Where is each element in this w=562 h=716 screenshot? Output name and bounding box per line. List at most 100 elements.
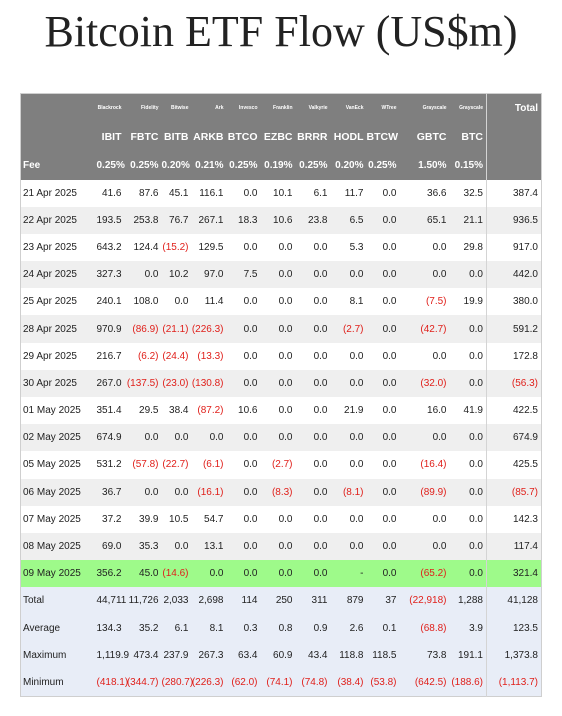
flow-cell: 0.0 xyxy=(366,315,400,343)
summary-cell: (642.5) xyxy=(399,668,450,697)
flow-cell: 0.0 xyxy=(449,369,487,397)
flow-cell: 129.5 xyxy=(191,233,227,262)
row-date: 24 Apr 2025 xyxy=(20,261,97,289)
flow-cell: 0.0 xyxy=(366,261,400,289)
fee-value: 0.15% xyxy=(454,160,483,171)
flow-cell: (57.8) xyxy=(124,451,162,479)
summary-label: Minimum xyxy=(20,668,97,697)
flow-cell: 0.0 xyxy=(449,315,487,343)
flow-cell: 0.0 xyxy=(366,397,400,425)
flow-cell: 11.7 xyxy=(330,179,367,207)
fee-value: 0.19% xyxy=(264,160,293,171)
flow-cell: (24.4) xyxy=(161,342,192,370)
summary-cell: (53.8) xyxy=(366,668,400,697)
flow-cell: 32.5 xyxy=(449,179,487,207)
flow-cell: 356.2 xyxy=(96,560,125,588)
flow-cell: 267.1 xyxy=(191,206,227,234)
flow-cell: 0.0 xyxy=(226,560,261,588)
summary-cell: 63.4 xyxy=(226,641,261,669)
flow-cell: 124.4 xyxy=(124,233,162,262)
row-date: 28 Apr 2025 xyxy=(20,315,97,343)
issuer-header: WTree xyxy=(381,105,397,112)
flow-cell: 0.0 xyxy=(366,342,400,370)
flow-cell: 0.0 xyxy=(260,505,296,533)
fee-header-row: Fee 0.25% 0.25% 0.20% 0.21% 0.25% 0.19% 0.25% 0.… xyxy=(20,151,542,180)
ticker-header: BTCW xyxy=(366,131,399,143)
flow-cell: 0.0 xyxy=(260,261,296,289)
flow-cell: 0.0 xyxy=(449,478,487,506)
flow-cell: 0.0 xyxy=(399,424,450,452)
flow-cell: 41.6 xyxy=(96,179,125,207)
flow-cell: 0.0 xyxy=(449,342,487,370)
flow-cell: 327.3 xyxy=(96,261,125,289)
flow-cell: 97.0 xyxy=(191,261,227,289)
summary-total: 123.5 xyxy=(486,614,542,642)
row-date: 07 May 2025 xyxy=(20,505,97,533)
flow-cell: 6.1 xyxy=(295,179,331,207)
flow-cell: 0.0 xyxy=(399,233,450,262)
table-row: 05 May 2025 531.2 (57.8) (22.7) (6.1) 0.0 (2.7… xyxy=(20,451,542,479)
flow-cell: 38.4 xyxy=(161,397,192,425)
summary-cell: (226.3) xyxy=(191,668,227,697)
flow-cell: 0.0 xyxy=(161,424,192,452)
flow-cell: 11.4 xyxy=(191,288,227,316)
row-date: 21 Apr 2025 xyxy=(20,179,97,207)
row-total: (56.3) xyxy=(486,369,542,397)
table-row: 28 Apr 2025 970.9 (86.9) (21.1) (226.3) 0.0 0.… xyxy=(20,315,542,343)
summary-cell: 35.2 xyxy=(124,614,162,642)
fee-label: Fee xyxy=(23,160,41,171)
flow-cell: 0.0 xyxy=(366,233,400,262)
table-row: 24 Apr 2025 327.3 0.0 10.2 97.0 7.5 0.0 0.0 0.0 0… xyxy=(20,261,542,289)
flow-cell: 108.0 xyxy=(124,288,162,316)
issuer-header-row: Blackrock Fidelity Bitwise Ark Invesco Frankl… xyxy=(20,93,542,123)
flow-cell: 13.1 xyxy=(191,532,227,561)
flow-cell: 0.0 xyxy=(399,505,450,533)
flow-cell: 0.0 xyxy=(260,397,296,425)
summary-cell: 1,119.9 xyxy=(96,641,129,669)
flow-cell: 0.0 xyxy=(226,424,261,452)
flow-cell: 0.0 xyxy=(366,451,400,479)
summary-cell: (38.4) xyxy=(330,668,367,697)
ticker-header: ARKB xyxy=(193,131,224,143)
table-row: 22 Apr 2025 193.5 253.8 76.7 267.1 18.3 10.6 23… xyxy=(20,206,542,234)
flow-cell: 8.1 xyxy=(330,288,367,316)
flow-cell: 41.9 xyxy=(449,397,487,425)
flow-cell: 0.0 xyxy=(260,532,296,561)
flow-cell: (6.2) xyxy=(124,342,162,370)
flow-cell: 0.0 xyxy=(295,560,331,588)
flow-cell: 0.0 xyxy=(295,532,331,561)
flow-cell: (8.3) xyxy=(260,478,296,506)
ticker-header: BITB xyxy=(164,131,189,143)
flow-cell: 674.9 xyxy=(96,424,125,452)
flow-cell: 253.8 xyxy=(124,206,162,234)
flow-cell: 0.0 xyxy=(226,315,261,343)
flow-cell: 0.0 xyxy=(226,451,261,479)
row-total: 936.5 xyxy=(486,206,542,234)
flow-cell: 0.0 xyxy=(330,369,367,397)
fee-value: 0.20% xyxy=(335,160,364,171)
summary-cell: 1,288 xyxy=(449,587,487,615)
issuer-header: Ark xyxy=(215,105,224,112)
flow-cell: 45.0 xyxy=(124,560,162,588)
table-row: 08 May 2025 69.0 35.3 0.0 13.1 0.0 0.0 0.0 0.0 0.… xyxy=(20,532,542,561)
flow-cell: 0.0 xyxy=(191,560,227,588)
flow-cell: 643.2 xyxy=(96,233,125,262)
row-date: 22 Apr 2025 xyxy=(20,206,97,234)
fee-value: 0.25% xyxy=(130,160,159,171)
summary-cell: 44,711 xyxy=(96,587,126,615)
flow-cell: 0.0 xyxy=(366,560,400,588)
ticker-header-row: IBIT FBTC BITB ARKB BTCO EZBC BRRR HODL BTCW GBTC… xyxy=(20,122,542,152)
flow-cell: 0.0 xyxy=(295,315,331,343)
flow-cell: 0.0 xyxy=(330,505,367,533)
flow-cell: 0.0 xyxy=(124,424,162,452)
flow-cell: (22.7) xyxy=(161,451,192,479)
flow-cell: 37.2 xyxy=(96,505,125,533)
flow-cell: 0.0 xyxy=(295,261,331,289)
ticker-header: HODL xyxy=(333,131,364,143)
row-total: 674.9 xyxy=(486,424,542,452)
flow-cell: 0.0 xyxy=(295,342,331,370)
ticker-header: BTC xyxy=(461,131,483,143)
flow-cell: 0.0 xyxy=(366,179,400,207)
flow-cell: 0.0 xyxy=(295,505,331,533)
flow-cell: (23.0) xyxy=(161,369,192,397)
